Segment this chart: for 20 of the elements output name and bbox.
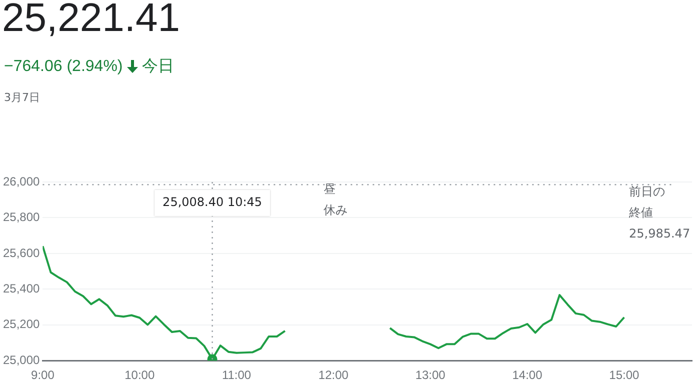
y-tick-label: 25,800 — [3, 210, 40, 224]
annotation: 25,008.40 10:45 — [162, 195, 262, 210]
chart-title: 25,221.41 — [2, 0, 180, 41]
x-tick-label: 12:00 — [318, 368, 349, 382]
x-tick-label: 11:00 — [222, 368, 252, 382]
x-tick-label: 13:00 — [415, 368, 446, 382]
y-tick-label: 25,200 — [3, 317, 40, 332]
y-tick-label: 26,000 — [3, 174, 40, 188]
x-tick-label: 15:00 — [609, 368, 640, 382]
chart-subtitle: −764.06 (2.94%) — [4, 58, 123, 76]
x-tick-label: 9:00 — [31, 368, 55, 382]
y-tick-label: 25,600 — [3, 246, 40, 260]
text: 今日 — [142, 57, 174, 77]
x-tick-label: 14:00 — [512, 368, 543, 382]
y-tick-label: 25,400 — [3, 281, 40, 296]
ref-line-label: 前日の終値 25,985.47 — [628, 184, 690, 241]
annotation: 昼休み — [324, 182, 348, 218]
text: 3月7日 — [4, 90, 40, 105]
y-tick-label: 25,000 — [3, 352, 40, 367]
x-tick-label: 10:00 — [124, 368, 155, 382]
